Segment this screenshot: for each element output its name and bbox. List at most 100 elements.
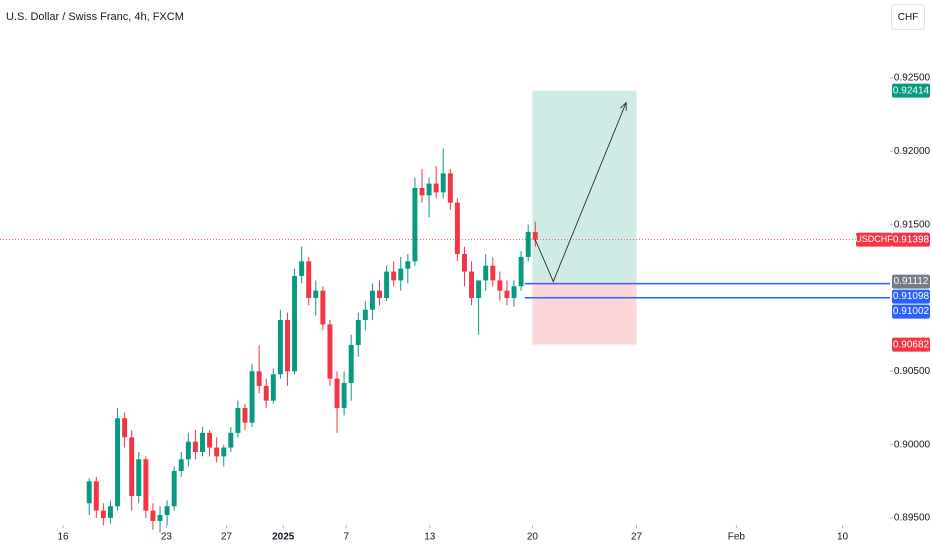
candle-body — [136, 459, 142, 496]
candle-body — [306, 261, 312, 298]
level-label-box — [892, 304, 930, 319]
candle-body — [277, 319, 283, 375]
candle-body — [221, 447, 227, 457]
candle-body — [391, 271, 397, 281]
stop-label-box — [892, 337, 930, 352]
candle-body — [369, 290, 375, 310]
y-tick-label: 0.89500 — [894, 513, 931, 524]
candle-body — [327, 324, 333, 379]
candle-body — [93, 481, 99, 511]
candle-body — [299, 261, 305, 276]
candle-body — [200, 432, 205, 452]
x-tick-label: 27 — [221, 532, 233, 543]
candle-body — [440, 173, 446, 193]
y-tick-label: 0.90000 — [894, 439, 931, 450]
level-label-box — [892, 289, 930, 304]
candle-body — [355, 319, 361, 345]
candle-body — [214, 447, 220, 457]
last-price-label: 0.91398 — [893, 234, 930, 245]
candle-body — [518, 256, 524, 287]
candle-body — [164, 506, 170, 516]
target-label-box — [892, 83, 930, 98]
x-tick-label: 7 — [343, 532, 349, 543]
candle-body — [185, 441, 191, 460]
candle-body — [143, 459, 149, 511]
candle-body — [398, 268, 404, 281]
candle-body — [129, 437, 135, 496]
candle-body — [256, 371, 262, 386]
x-tick-label: 16 — [57, 532, 69, 543]
candle-body — [235, 407, 241, 433]
candle-body — [292, 275, 298, 372]
candle-body — [284, 319, 290, 372]
candle-body — [377, 290, 382, 298]
candle-body — [86, 481, 92, 504]
candle-body — [228, 432, 234, 448]
y-tick-label: 0.90500 — [894, 366, 931, 377]
entry-label: 0.91112 — [894, 276, 929, 287]
x-tick-label: 10 — [837, 532, 849, 543]
candle-body — [483, 265, 489, 281]
y-tick-label: 0.91500 — [894, 219, 931, 230]
symbol-box — [856, 232, 892, 247]
candle-body — [426, 183, 432, 196]
currency-button[interactable]: CHF — [891, 4, 925, 30]
candle-body — [242, 407, 248, 423]
symbol-label: USDCHF — [855, 234, 893, 244]
candle-body — [405, 261, 411, 269]
candle-body — [348, 344, 354, 384]
last-price-label-box — [892, 232, 930, 247]
candle-body — [115, 418, 121, 507]
candle-body — [157, 515, 163, 521]
candle-body — [313, 290, 319, 298]
candle-body — [454, 202, 460, 254]
candle-body — [107, 506, 113, 518]
candle-body — [334, 378, 340, 408]
candle-body — [320, 290, 326, 325]
candle-body — [362, 309, 368, 320]
arrow-head — [620, 101, 627, 111]
candle-body — [461, 253, 467, 272]
candle-body — [150, 510, 156, 521]
arrow — [534, 102, 627, 283]
x-tick-label: 20 — [527, 532, 539, 543]
profit-zone — [532, 90, 637, 282]
y-tick-label: 0.92000 — [894, 146, 931, 157]
candle-body — [511, 286, 517, 298]
entry-label-box — [892, 274, 930, 289]
candle-body — [433, 183, 439, 193]
candle-body — [207, 432, 213, 448]
x-tick-label: 27 — [631, 532, 643, 543]
candle-body — [469, 271, 475, 298]
candle-body — [490, 265, 496, 281]
candle-body — [447, 173, 453, 203]
candle-body — [100, 510, 106, 518]
target-label: 0.92414 — [893, 85, 930, 96]
level-label: 0.91098 — [893, 291, 930, 302]
candle-body — [122, 418, 128, 438]
stop-label: 0.90682 — [893, 339, 930, 350]
candle-body — [270, 374, 276, 401]
candle-body — [192, 441, 198, 452]
chart-title: U.S. Dollar / Swiss Franc, 4h, FXCM — [6, 11, 184, 23]
x-tick-label: 23 — [161, 532, 173, 543]
candle-body — [178, 459, 184, 472]
y-tick-label: 0.92500 — [894, 73, 931, 84]
candle-body — [504, 290, 510, 298]
candle-body — [171, 471, 177, 507]
candle-body — [249, 371, 255, 423]
candle-body — [525, 231, 531, 257]
candle-body — [419, 188, 425, 196]
candle-body — [497, 280, 503, 291]
level-label: 0.91002 — [893, 306, 930, 317]
candle-body — [532, 231, 538, 240]
candle-body — [341, 383, 347, 408]
loss-zone — [532, 281, 637, 345]
x-tick-label: Feb — [728, 532, 746, 543]
candle-body — [412, 188, 418, 262]
x-tick-label: 2025 — [272, 532, 295, 543]
candle-body — [263, 385, 269, 401]
candle-body — [384, 271, 390, 298]
